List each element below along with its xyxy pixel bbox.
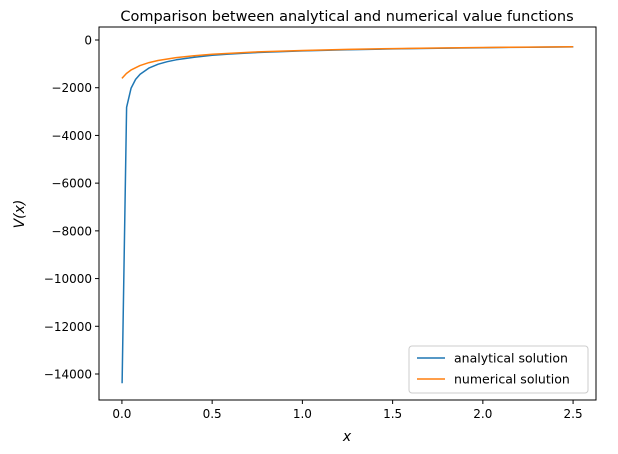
x-tick-label: 2.5 bbox=[564, 407, 583, 421]
plot-area bbox=[121, 46, 574, 384]
x-tick-label: 1.5 bbox=[383, 407, 402, 421]
x-axis-label: x bbox=[342, 429, 352, 445]
y-axis-label: V(x) bbox=[12, 200, 28, 229]
legend-frame bbox=[408, 345, 589, 394]
legend-label-numerical: numerical solution bbox=[454, 372, 570, 387]
x-tick-label: 0.0 bbox=[112, 407, 131, 421]
y-tick-label: −14000 bbox=[44, 367, 92, 381]
x-tick-label: 0.5 bbox=[203, 407, 222, 421]
x-axis: 0.0 0.5 1.0 1.5 2.0 2.5 bbox=[112, 400, 583, 421]
x-tick-label: 1.0 bbox=[293, 407, 312, 421]
y-tick-label: −6000 bbox=[51, 177, 92, 191]
axes-frame bbox=[98, 26, 597, 401]
y-tick-label: −4000 bbox=[51, 129, 92, 143]
y-tick-label: 0 bbox=[84, 34, 92, 48]
legend: analytical solution numerical solution bbox=[408, 345, 589, 394]
y-axis: 0 −2000 −4000 −6000 −8000 −10000 −12000 −14000 bbox=[44, 34, 99, 381]
y-tick-label: −12000 bbox=[44, 320, 92, 334]
y-tick-label: −2000 bbox=[51, 81, 92, 95]
y-tick-label: −10000 bbox=[44, 272, 92, 286]
legend-label-analytical: analytical solution bbox=[454, 351, 568, 366]
x-tick-label: 2.0 bbox=[473, 407, 492, 421]
y-tick-label: −8000 bbox=[51, 224, 92, 238]
series-line-analytical bbox=[121, 46, 574, 384]
chart-title: Comparison between analytical and numeri… bbox=[120, 9, 573, 25]
series-line-numerical bbox=[121, 46, 574, 79]
